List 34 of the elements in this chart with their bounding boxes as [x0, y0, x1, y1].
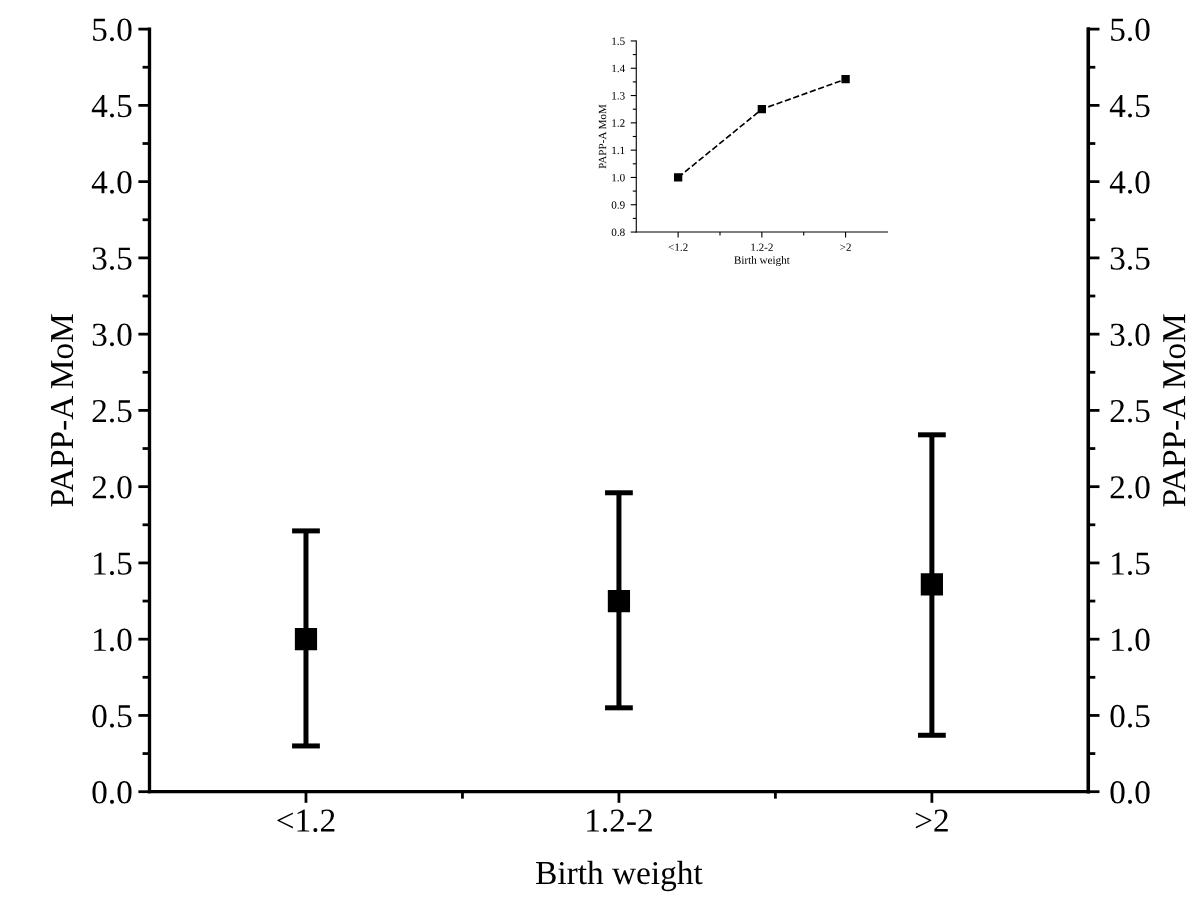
y-tick-label: 3.0 — [92, 323, 132, 347]
y2-tick-label: 2.5 — [1110, 399, 1150, 423]
y-tick-label: 2.0 — [92, 476, 132, 499]
y-tick-label: 1.0 — [94, 628, 132, 652]
y2-axis-title: PAPP-A MoM — [1163, 314, 1186, 507]
y-tick-label: 0.0 — [92, 781, 132, 804]
x-axis-title: Birth weight — [536, 860, 703, 892]
y-tick-label: 3.5 — [92, 247, 132, 270]
y-tick-label: 0.5 — [92, 704, 132, 728]
point — [920, 573, 943, 596]
y-tick-label: 2.5 — [92, 399, 132, 423]
point — [607, 589, 631, 613]
y-tick-label: 4.5 — [91, 95, 132, 118]
y-tick-label: 4.0 — [91, 171, 132, 194]
point — [673, 173, 683, 182]
y-tick-label: 5.0 — [93, 18, 132, 42]
x-tick-label: <1.2 — [277, 809, 335, 832]
x-tick-label: 1.2-2 — [587, 809, 652, 832]
y2-tick-label: 1.5 — [1112, 552, 1150, 575]
point — [841, 75, 850, 84]
y2-tick-label: 0.0 — [1110, 781, 1150, 804]
y2-tick-label: 1.0 — [1112, 628, 1150, 652]
point — [757, 105, 767, 114]
y2-tick-label: 3.5 — [1110, 247, 1150, 270]
point — [294, 628, 318, 651]
y-axis-title: PAPP-A MoM — [50, 314, 74, 507]
y-tick-label: 1.5 — [94, 552, 132, 575]
y2-tick-label: 3.0 — [1110, 323, 1150, 347]
y2-tick-label: 4.0 — [1109, 171, 1150, 194]
y2-tick-label: 2.0 — [1110, 476, 1150, 499]
y2-tick-label: 0.5 — [1110, 704, 1150, 728]
y2-tick-label: 4.5 — [1109, 95, 1150, 118]
y2-tick-label: 5.0 — [1111, 18, 1150, 42]
x-tick-label: >2 — [915, 809, 948, 832]
